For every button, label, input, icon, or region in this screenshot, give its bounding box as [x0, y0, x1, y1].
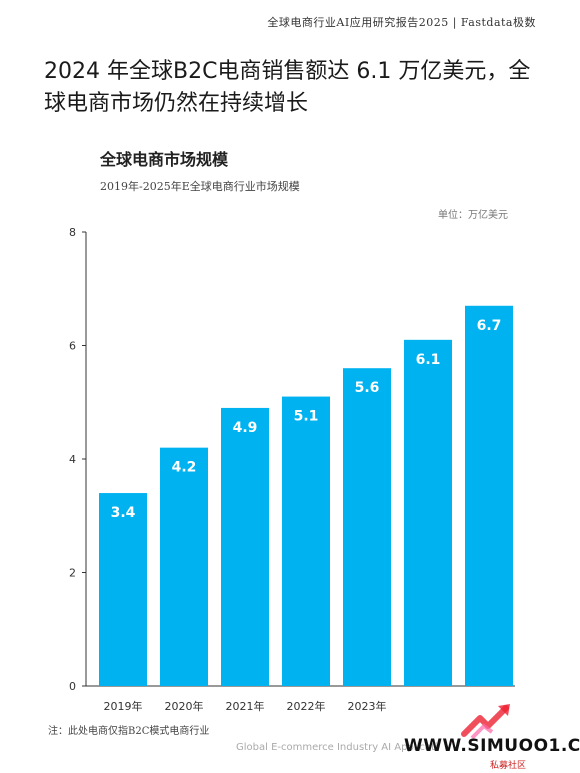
x-tick-label: 2019年	[104, 699, 143, 713]
report-header: 全球电商行业AI应用研究报告2025 | Fastdata极数	[267, 16, 536, 29]
chart-title: 全球电商市场规模	[100, 150, 229, 169]
bar	[404, 339, 452, 686]
bar	[465, 305, 513, 686]
bar-value-label: 6.7	[477, 318, 502, 334]
bar	[221, 407, 269, 686]
bar	[343, 368, 391, 686]
watermark-subtitle: 私募社区	[490, 761, 527, 771]
bar-value-label: 4.9	[233, 420, 258, 436]
bar	[99, 493, 147, 686]
y-tick-label: 8	[69, 226, 76, 239]
bar	[160, 447, 208, 686]
watermark: WWW.SIMUOO1.CN 私募社区	[400, 704, 580, 772]
bar-value-label: 5.6	[355, 380, 380, 396]
bar-value-label: 4.2	[172, 460, 197, 476]
x-tick-label: 2021年	[226, 699, 265, 713]
y-tick-label: 6	[69, 340, 76, 353]
bar-value-label: 5.1	[294, 409, 319, 425]
footer-text: Global E-commerce Industry AI Applicati	[236, 742, 438, 753]
watermark-logo-icon	[461, 704, 510, 740]
y-tick-label: 4	[69, 453, 76, 466]
footnote: 注：此处电商仅指B2C模式电商行业	[48, 726, 210, 737]
watermark-site: WWW.SIMUOO1.CN	[404, 736, 580, 756]
bar	[282, 396, 330, 686]
x-tick-label: 2023年	[348, 699, 387, 713]
bar-value-label: 3.4	[111, 505, 136, 521]
x-tick-label: 2020年	[165, 699, 204, 713]
chart-subtitle: 2019年-2025年E全球电商行业市场规模	[100, 180, 300, 193]
bar-value-label: 6.1	[416, 352, 441, 368]
chart-unit-label: 单位：万亿美元	[438, 210, 508, 221]
y-tick-label: 2	[69, 567, 76, 580]
y-tick-label: 0	[69, 680, 76, 693]
x-tick-label: 2022年	[287, 699, 326, 713]
page-headline: 2024 年全球B2C电商销售额达 6.1 万亿美元，全球电商市场仍然在持续增长	[44, 59, 531, 116]
